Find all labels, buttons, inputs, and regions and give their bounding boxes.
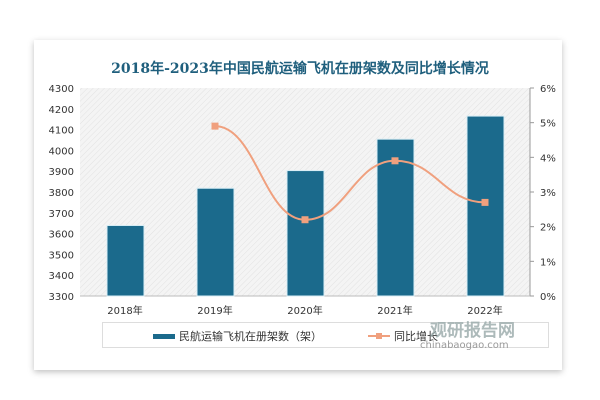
growth-marker bbox=[481, 198, 489, 206]
y-left-tick-label: 3800 bbox=[49, 188, 74, 199]
legend-label: 同比增长 bbox=[394, 330, 438, 343]
y-left-tick-label: 4100 bbox=[49, 126, 74, 137]
x-tick-label: 2021年 bbox=[377, 304, 412, 317]
growth-marker bbox=[301, 216, 309, 224]
legend-item-bar: 民航运输飞机在册架数（架） bbox=[153, 328, 322, 344]
x-tick-label: 2022年 bbox=[467, 304, 502, 317]
legend-label: 民航运输飞机在册架数（架） bbox=[179, 330, 322, 343]
y-right-tick-label: 2% bbox=[540, 223, 556, 234]
legend-line-swatch bbox=[368, 333, 390, 339]
x-tick-label: 2019年 bbox=[197, 304, 232, 317]
legend: 民航运输飞机在册架数（架） 同比增长 bbox=[102, 322, 549, 348]
y-left-tick-label: 4000 bbox=[49, 146, 74, 157]
y-right-tick-label: 6% bbox=[540, 84, 556, 95]
bar bbox=[196, 187, 235, 297]
chart-title: 2018年-2023年中国民航运输飞机在册架数及同比增长情况 bbox=[111, 61, 489, 77]
y-left-tick-label: 3300 bbox=[49, 292, 74, 303]
y-right-tick-label: 4% bbox=[540, 153, 556, 164]
y-right-tick-label: 1% bbox=[540, 257, 556, 268]
y-left-tick-label: 3400 bbox=[49, 271, 74, 282]
y-right-tick-label: 5% bbox=[540, 119, 556, 130]
growth-line bbox=[214, 125, 486, 221]
y-right-tick-label: 0% bbox=[540, 292, 556, 303]
bar bbox=[286, 170, 325, 297]
bar bbox=[466, 115, 505, 297]
growth-marker bbox=[211, 122, 219, 130]
bar bbox=[376, 138, 415, 297]
x-tick-label: 2020年 bbox=[287, 304, 322, 317]
y-right-tick-label: 3% bbox=[540, 188, 556, 199]
y-left-tick-label: 3500 bbox=[49, 250, 74, 261]
watermark: 观研报告网 bbox=[430, 321, 515, 341]
legend-item-line: 同比增长 bbox=[368, 328, 438, 344]
legend-bar-swatch bbox=[153, 333, 175, 339]
y-left-tick-label: 3600 bbox=[49, 230, 74, 241]
y-left-tick-label: 4200 bbox=[49, 105, 74, 116]
y-left-tick-label: 4300 bbox=[49, 84, 74, 95]
y-left-tick-label: 3700 bbox=[49, 209, 74, 220]
growth-marker bbox=[391, 157, 399, 165]
watermark-site: chinabaogao.com bbox=[420, 340, 509, 351]
y-left-tick-label: 3900 bbox=[49, 167, 74, 178]
x-tick-label: 2018年 bbox=[107, 304, 142, 317]
bar bbox=[106, 224, 145, 297]
